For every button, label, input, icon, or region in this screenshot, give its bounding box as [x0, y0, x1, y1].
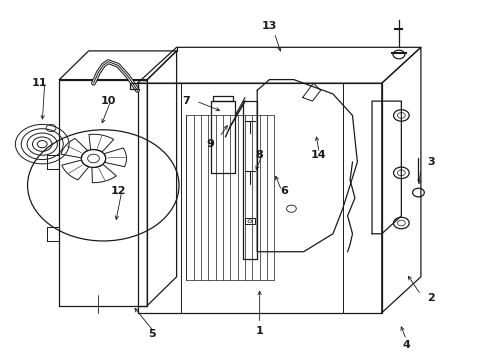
- Text: 12: 12: [110, 186, 126, 196]
- Text: 14: 14: [311, 150, 326, 160]
- Text: 11: 11: [32, 78, 48, 88]
- Text: 3: 3: [427, 157, 435, 167]
- Text: 4: 4: [402, 340, 410, 350]
- Text: 2: 2: [427, 293, 435, 303]
- Text: 9: 9: [207, 139, 215, 149]
- Text: 10: 10: [100, 96, 116, 106]
- Text: 1: 1: [256, 325, 264, 336]
- Text: 8: 8: [256, 150, 264, 160]
- Text: 6: 6: [280, 186, 288, 196]
- Text: 7: 7: [182, 96, 190, 106]
- Text: 5: 5: [148, 329, 156, 339]
- Text: 13: 13: [262, 21, 277, 31]
